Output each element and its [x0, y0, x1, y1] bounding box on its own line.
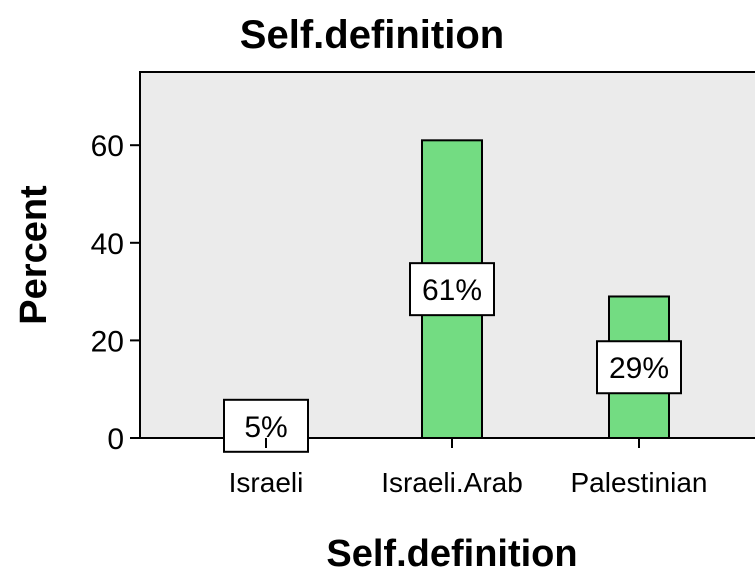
- data-label: 61%: [422, 274, 482, 307]
- y-tick-label: 40: [91, 228, 124, 261]
- x-axis-label: Self.definition: [326, 533, 577, 574]
- bars-group: 5%61%29%: [223, 139, 682, 453]
- y-tick-label: 20: [91, 325, 124, 358]
- x-tick-label: Israeli: [229, 467, 304, 498]
- data-label-box: [223, 398, 309, 453]
- x-tick-label: Israeli.Arab: [381, 467, 523, 498]
- y-axis-label: Percent: [13, 185, 55, 325]
- y-tick-label: 60: [91, 130, 124, 163]
- x-tick-label: Palestinian: [571, 467, 708, 498]
- chart-title: Self.definition: [240, 13, 504, 57]
- data-label: 29%: [609, 352, 669, 385]
- y-tick-label: 0: [107, 423, 124, 456]
- x-axis: Israeli Israeli.Arab Palestinian: [229, 438, 708, 498]
- data-label-box: [596, 340, 682, 395]
- data-label-box: [409, 262, 495, 317]
- y-axis: 0 20 40 60: [91, 130, 140, 456]
